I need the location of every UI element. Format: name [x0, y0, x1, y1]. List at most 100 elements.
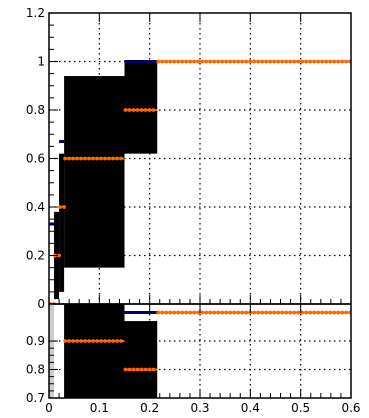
data-point — [139, 367, 144, 372]
data-point — [123, 108, 128, 112]
data-point — [340, 310, 345, 315]
data-point — [240, 59, 245, 64]
y-tick-label: 0.2 — [26, 249, 45, 263]
data-point — [228, 59, 233, 64]
data-point — [143, 367, 148, 372]
data-point — [71, 339, 75, 343]
data-point — [196, 59, 201, 64]
data-point — [58, 205, 62, 209]
data-point — [312, 310, 317, 315]
data-point — [324, 310, 329, 315]
data-point — [296, 310, 301, 315]
data-point — [320, 59, 325, 64]
data-point — [160, 59, 165, 64]
data-point — [204, 310, 209, 315]
data-point — [288, 59, 293, 64]
data-point — [264, 59, 269, 64]
data-point — [328, 310, 333, 315]
data-point — [240, 310, 245, 315]
data-point — [292, 310, 297, 315]
data-point — [244, 59, 249, 64]
data-point — [67, 156, 71, 161]
data-point — [220, 59, 225, 64]
data-point — [119, 156, 123, 161]
data-point — [252, 310, 257, 315]
data-point — [340, 59, 345, 64]
data-point — [192, 310, 197, 315]
data-point — [83, 156, 87, 161]
data-point — [99, 339, 103, 343]
error-box — [59, 153, 65, 292]
data-point — [83, 339, 87, 343]
data-point — [91, 156, 95, 161]
data-point — [63, 156, 67, 161]
data-point — [188, 310, 193, 315]
data-point — [212, 59, 217, 64]
data-point — [236, 59, 241, 64]
data-point — [91, 339, 95, 343]
data-point — [316, 310, 321, 315]
data-point — [71, 156, 75, 161]
data-point — [176, 59, 181, 64]
data-point — [196, 310, 201, 315]
data-point — [143, 108, 148, 112]
data-point — [260, 59, 265, 64]
data-point — [103, 339, 107, 343]
data-point — [244, 310, 249, 315]
data-point — [127, 367, 132, 372]
data-point — [67, 339, 71, 343]
data-point — [252, 59, 257, 64]
data-point — [332, 59, 337, 64]
data-point — [256, 59, 261, 64]
x-tick-label: 0.5 — [291, 401, 310, 415]
data-point — [75, 156, 79, 161]
data-point — [115, 339, 119, 343]
data-point — [107, 339, 111, 343]
data-point — [156, 59, 161, 64]
data-point — [292, 59, 297, 64]
data-point — [304, 310, 309, 315]
data-point — [123, 367, 128, 372]
data-point — [168, 310, 173, 315]
data-point — [172, 310, 177, 315]
error-box — [64, 76, 125, 268]
data-point — [62, 205, 66, 209]
data-point — [232, 59, 237, 64]
data-point — [176, 310, 181, 315]
data-point — [63, 339, 67, 343]
data-point — [87, 339, 91, 343]
data-point — [216, 59, 221, 64]
data-point — [224, 59, 229, 64]
data-point — [336, 310, 341, 315]
data-point — [272, 310, 277, 315]
data-point — [260, 310, 265, 315]
data-point — [95, 339, 99, 343]
data-point — [115, 156, 119, 161]
y-tick-label: 0.8 — [26, 103, 45, 117]
data-point — [224, 310, 229, 315]
data-point — [280, 310, 285, 315]
x-tick-label: 0 — [45, 401, 53, 415]
y-tick-label: 0.6 — [26, 152, 45, 166]
data-point — [168, 59, 173, 64]
data-point — [256, 310, 261, 315]
y-tick-label: 0.9 — [26, 334, 45, 348]
data-point — [139, 108, 144, 112]
data-point — [151, 367, 156, 372]
data-point — [308, 310, 313, 315]
data-point — [95, 156, 99, 161]
y-tick-label: 0 — [37, 297, 45, 311]
data-point — [164, 310, 169, 315]
data-point — [119, 339, 123, 343]
data-point — [268, 310, 273, 315]
data-point — [308, 59, 313, 64]
data-point — [111, 339, 115, 343]
data-point — [160, 310, 165, 315]
data-point — [103, 156, 107, 161]
data-point — [87, 156, 91, 161]
data-point — [147, 108, 152, 112]
data-point — [79, 339, 83, 343]
x-tick-label: 0.2 — [140, 401, 159, 415]
data-point — [284, 310, 289, 315]
